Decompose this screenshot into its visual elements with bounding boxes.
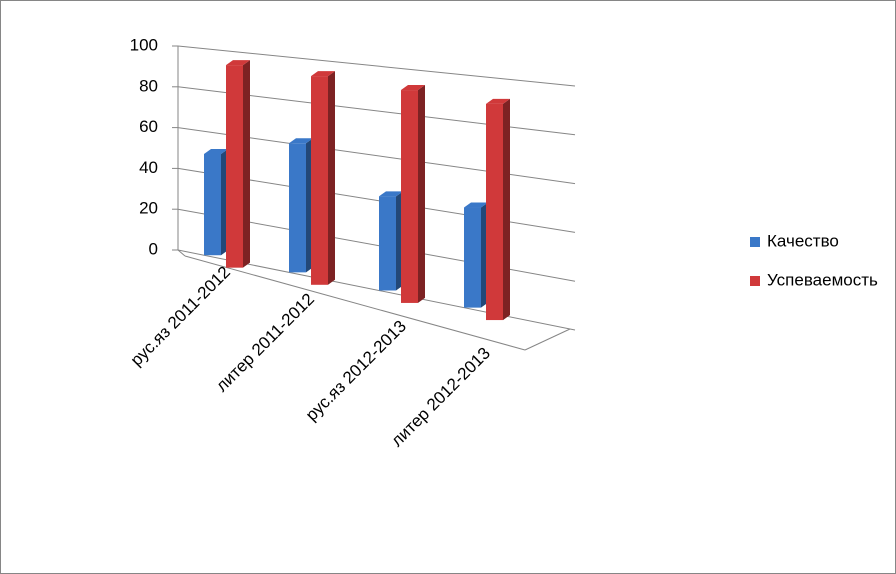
bar-top: [401, 85, 425, 91]
bar: [401, 85, 425, 303]
floor-right: [524, 328, 571, 351]
bar-top: [226, 60, 250, 66]
y-tick-label: 0: [149, 239, 158, 258]
bar-top: [311, 71, 335, 77]
bar-side: [328, 71, 335, 285]
y-tick-label: 80: [139, 76, 158, 95]
bar: [379, 191, 403, 291]
y-tick-label: 20: [139, 199, 158, 218]
bar: [464, 202, 488, 308]
floor-front: [184, 255, 526, 351]
bar-side: [243, 60, 250, 268]
bar-front: [464, 207, 481, 308]
bar-front: [311, 76, 328, 285]
bar-top: [486, 98, 510, 104]
y-tick-label: 40: [139, 158, 158, 177]
y-tick-label: 60: [139, 117, 158, 136]
bar-front: [486, 103, 503, 321]
bar-front: [401, 90, 418, 303]
bar-front: [226, 65, 243, 268]
bar: [486, 98, 510, 321]
bar-top: [379, 191, 403, 197]
legend-label: Успеваемость: [767, 270, 878, 289]
legend-label: Качество: [767, 231, 839, 250]
bar: [204, 148, 228, 256]
bar: [289, 138, 313, 273]
y-tick-label: 100: [130, 35, 158, 54]
bar: [226, 60, 250, 268]
bar-side: [503, 98, 510, 321]
floor-edge: [177, 249, 186, 257]
bar-side: [418, 85, 425, 303]
bar-front: [289, 143, 306, 273]
bar-top: [464, 202, 488, 208]
bar-top: [204, 148, 228, 154]
bar-front: [204, 153, 221, 256]
bar-front: [379, 196, 396, 291]
legend-swatch: [750, 276, 760, 286]
grid-line: [177, 45, 576, 87]
legend-swatch: [750, 237, 760, 247]
bar-top: [289, 138, 313, 144]
bar: [311, 71, 335, 285]
